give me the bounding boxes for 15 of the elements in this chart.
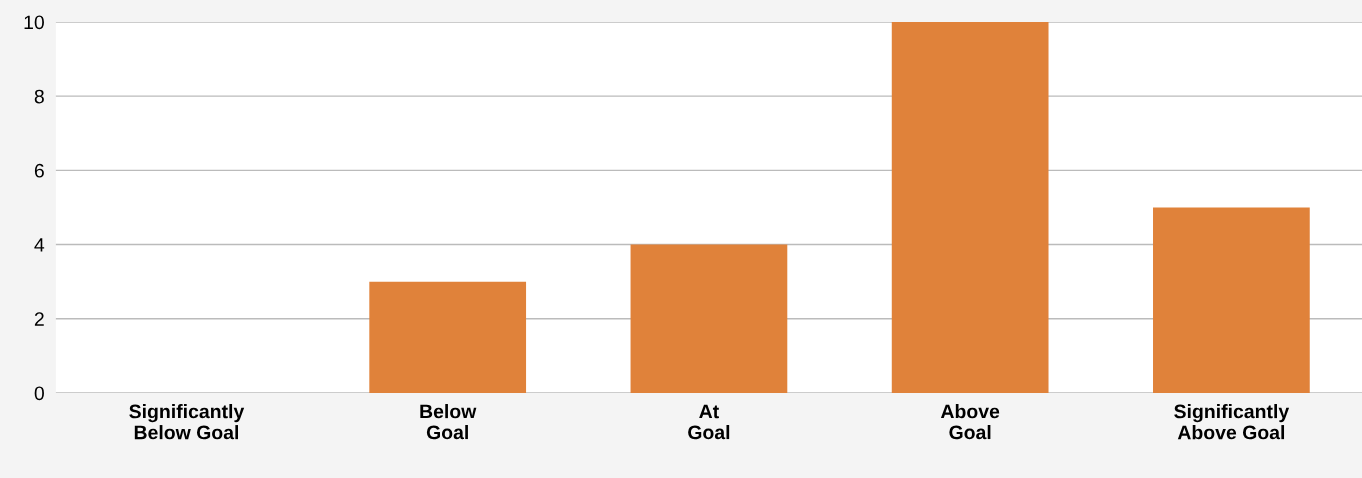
x-tick-label: Below Goal <box>420 404 477 440</box>
x-tick-label: Significantly Above Goal <box>1174 404 1290 440</box>
bar <box>1153 207 1310 393</box>
y-tick-label: 8 <box>34 89 44 104</box>
bar <box>630 244 788 393</box>
y-tick-label: 2 <box>34 312 44 326</box>
y-tick-label: 10 <box>24 15 44 30</box>
bar <box>891 21 1049 393</box>
x-tick-label: Significantly Below Goal <box>129 404 245 440</box>
bar <box>369 281 527 393</box>
y-tick-label: 0 <box>34 386 44 401</box>
x-tick-label: Above Goal <box>940 404 1000 440</box>
x-tick-label: At Goal <box>688 404 730 440</box>
y-tick-label: 6 <box>34 163 44 178</box>
y-tick-label: 4 <box>34 238 45 252</box>
